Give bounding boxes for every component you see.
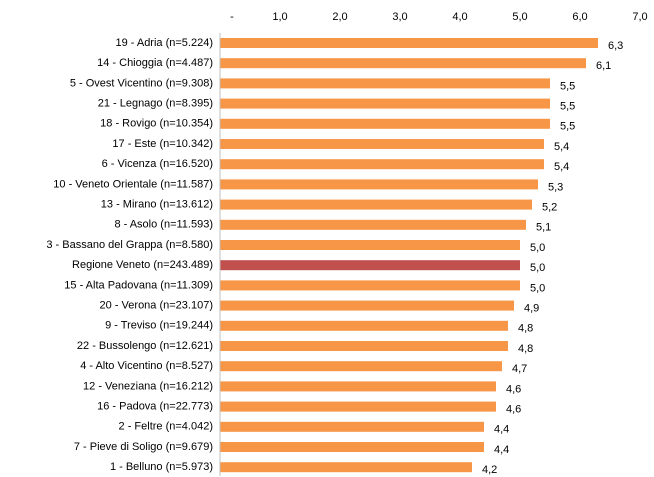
y-tick-label: 7 - Pieve di Soligo (n=9.679) bbox=[74, 441, 213, 453]
y-tick-label: 16 - Padova (n=22.773) bbox=[97, 401, 213, 413]
y-tick-label: 5 - Ovest Vicentino (n=9.308) bbox=[70, 77, 213, 89]
value-label: 5,1 bbox=[536, 222, 551, 234]
bar bbox=[220, 421, 484, 432]
bar bbox=[220, 78, 550, 89]
y-tick-label: 17 - Este (n=10.342) bbox=[112, 138, 213, 150]
bar bbox=[220, 118, 550, 129]
value-label: 4,2 bbox=[482, 464, 497, 476]
y-tick-label: 15 - Alta Padovana (n=11.309) bbox=[64, 279, 213, 291]
value-label: 4,8 bbox=[518, 343, 533, 355]
y-tick-label: 4 - Alto Vicentino (n=8.527) bbox=[80, 360, 213, 372]
x-tick-label: 7,0 bbox=[632, 11, 647, 23]
bar bbox=[220, 361, 502, 372]
value-label: 5,3 bbox=[548, 181, 563, 193]
y-tick-label: 12 - Veneziana (n=16.212) bbox=[83, 380, 213, 392]
y-tick-label: 19 - Adria (n=5.224) bbox=[115, 37, 213, 49]
y-tick-label: 21 - Legnago (n=8.395) bbox=[98, 98, 213, 110]
value-label: 4,6 bbox=[506, 383, 521, 395]
x-tick-label: 2,0 bbox=[332, 11, 347, 23]
bar bbox=[220, 260, 520, 271]
bar bbox=[220, 139, 544, 149]
bar bbox=[220, 442, 484, 452]
bar bbox=[220, 159, 544, 170]
y-tick-label: 6 - Vicenza (n=16.520) bbox=[102, 158, 213, 170]
value-label: 4,9 bbox=[524, 303, 539, 315]
y-tick-label: 2 - Feltre (n=4.042) bbox=[119, 421, 213, 433]
y-tick-label: 8 - Asolo (n=11.593) bbox=[114, 219, 213, 231]
bar bbox=[220, 462, 472, 473]
bar bbox=[220, 219, 526, 230]
y-tick-label: 1 - Belluno (n=5.973) bbox=[110, 461, 213, 473]
bar bbox=[220, 401, 496, 412]
bar bbox=[220, 179, 538, 190]
bar bbox=[220, 280, 520, 291]
y-tick-label: 20 - Verona (n=23.107) bbox=[100, 300, 213, 312]
value-label: 6,3 bbox=[608, 40, 623, 52]
value-label: 5,4 bbox=[554, 161, 569, 173]
bar bbox=[220, 320, 508, 331]
value-label: 5,5 bbox=[560, 121, 575, 133]
x-tick-label: 4,0 bbox=[452, 11, 467, 23]
y-tick-label: 14 - Chioggia (n=4.487) bbox=[97, 57, 213, 69]
bar bbox=[220, 381, 496, 392]
y-tick-label: 22 - Bussolengo (n=12.621) bbox=[77, 340, 213, 352]
bar bbox=[220, 300, 514, 311]
value-label: 5,0 bbox=[530, 242, 545, 254]
y-tick-label: 3 - Bassano del Grappa (n=8.580) bbox=[46, 239, 213, 251]
value-label: 5,4 bbox=[554, 141, 569, 153]
value-label: 5,0 bbox=[530, 262, 545, 274]
y-tick-label: 18 - Rovigo (n=10.354) bbox=[100, 118, 213, 130]
bar bbox=[220, 38, 598, 48]
value-label: 4,4 bbox=[494, 424, 509, 436]
value-label: 4,6 bbox=[506, 404, 521, 416]
value-label: 4,4 bbox=[494, 444, 509, 456]
value-label: 5,5 bbox=[560, 101, 575, 113]
value-label: 6,1 bbox=[596, 60, 611, 72]
bar bbox=[220, 199, 532, 210]
bar bbox=[220, 58, 586, 69]
x-tick-label: 1,0 bbox=[272, 11, 287, 23]
bar bbox=[220, 98, 550, 109]
y-tick-label: 10 - Veneto Orientale (n=11.587) bbox=[53, 178, 213, 190]
y-tick-label: 13 - Mirano (n=13.612) bbox=[101, 199, 213, 211]
y-tick-label: Regione Veneto (n=243.489) bbox=[72, 259, 213, 271]
value-label: 4,8 bbox=[518, 323, 533, 335]
value-label: 4,7 bbox=[512, 363, 527, 375]
y-tick-label: 9 - Treviso (n=19.244) bbox=[105, 320, 213, 332]
value-label: 5,2 bbox=[542, 202, 557, 214]
x-tick-label: 6,0 bbox=[572, 11, 587, 23]
x-tick-label: - bbox=[230, 11, 234, 23]
x-tick-label: 5,0 bbox=[512, 11, 527, 23]
x-tick-label: 3,0 bbox=[392, 11, 407, 23]
bar bbox=[220, 240, 520, 250]
value-label: 5,0 bbox=[530, 282, 545, 294]
value-label: 5,5 bbox=[560, 80, 575, 92]
bar bbox=[220, 341, 508, 351]
